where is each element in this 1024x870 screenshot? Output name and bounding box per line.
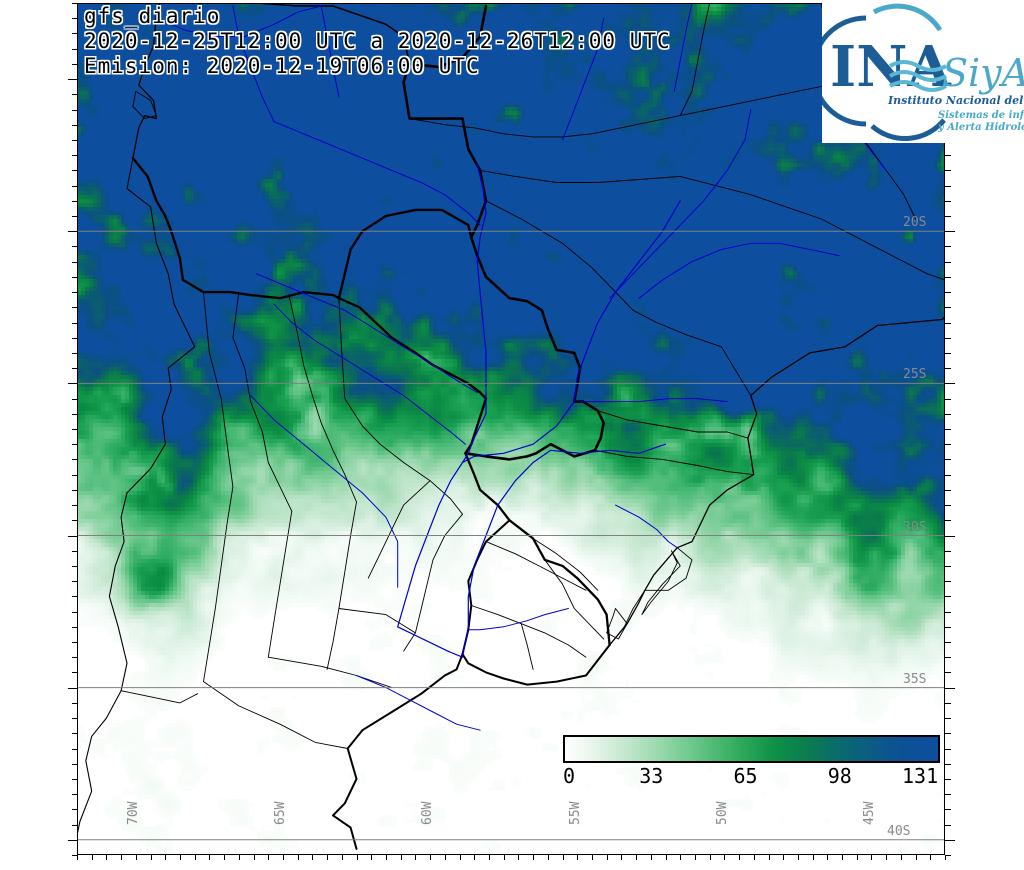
- ina-siyah-logo: INA SiyAH Instituto Nacional del Agua Si…: [810, 0, 1024, 143]
- lat-label-40s: 40S: [887, 823, 911, 839]
- lon-label-60w: 60W: [420, 801, 436, 825]
- logo-tagline-2: Sistemas de información: [938, 110, 1024, 121]
- lat-label-25s: 25S: [903, 367, 927, 383]
- colorbar-tick-65: 65: [733, 764, 758, 788]
- map-vectors-layer: [77, 3, 945, 850]
- header-valid-range: 2020-12-25T12:00 UTC a 2020-12-26T12:00 …: [84, 29, 671, 53]
- colorbar-tick-33: 33: [639, 764, 664, 788]
- colorbar-gradient: [563, 735, 940, 763]
- lon-label-45w: 45W: [861, 801, 877, 825]
- logo-siyah-text: SiyAH: [942, 51, 1024, 95]
- colorbar: [563, 735, 940, 763]
- lat-label-20s: 20S: [903, 215, 927, 231]
- header-model-name: gfs_diario: [84, 4, 221, 28]
- map-plot-area: [77, 3, 945, 855]
- header-emission: Emision: 2020-12-19T06:00 UTC: [84, 54, 480, 78]
- colorbar-tick-131: 131: [902, 764, 939, 788]
- logo-tagline-3: y Alerta Hidrológico: [937, 122, 1024, 133]
- graticule-layer: [77, 230, 945, 841]
- lon-label-50w: 50W: [714, 801, 730, 825]
- lon-label-55w: 55W: [567, 801, 583, 825]
- logo-tagline-1: Instituto Nacional del Agua: [887, 94, 1024, 107]
- lat-label-35s: 35S: [903, 671, 927, 687]
- precipitation-raster: [77, 3, 945, 855]
- colorbar-tick-labels: 0 33 65 98 131: [553, 764, 953, 788]
- map-header-text: gfs_diario 2020-12-25T12:00 UTC a 2020-1…: [84, 4, 671, 79]
- lon-label-70w: 70W: [126, 801, 142, 825]
- lon-label-65w: 65W: [273, 801, 289, 825]
- lat-label-30s: 30S: [903, 519, 927, 535]
- colorbar-tick-98: 98: [827, 764, 852, 788]
- logo-graphic: INA SiyAH Instituto Nacional del Agua Si…: [810, 3, 1024, 142]
- colorbar-tick-0: 0: [563, 764, 576, 788]
